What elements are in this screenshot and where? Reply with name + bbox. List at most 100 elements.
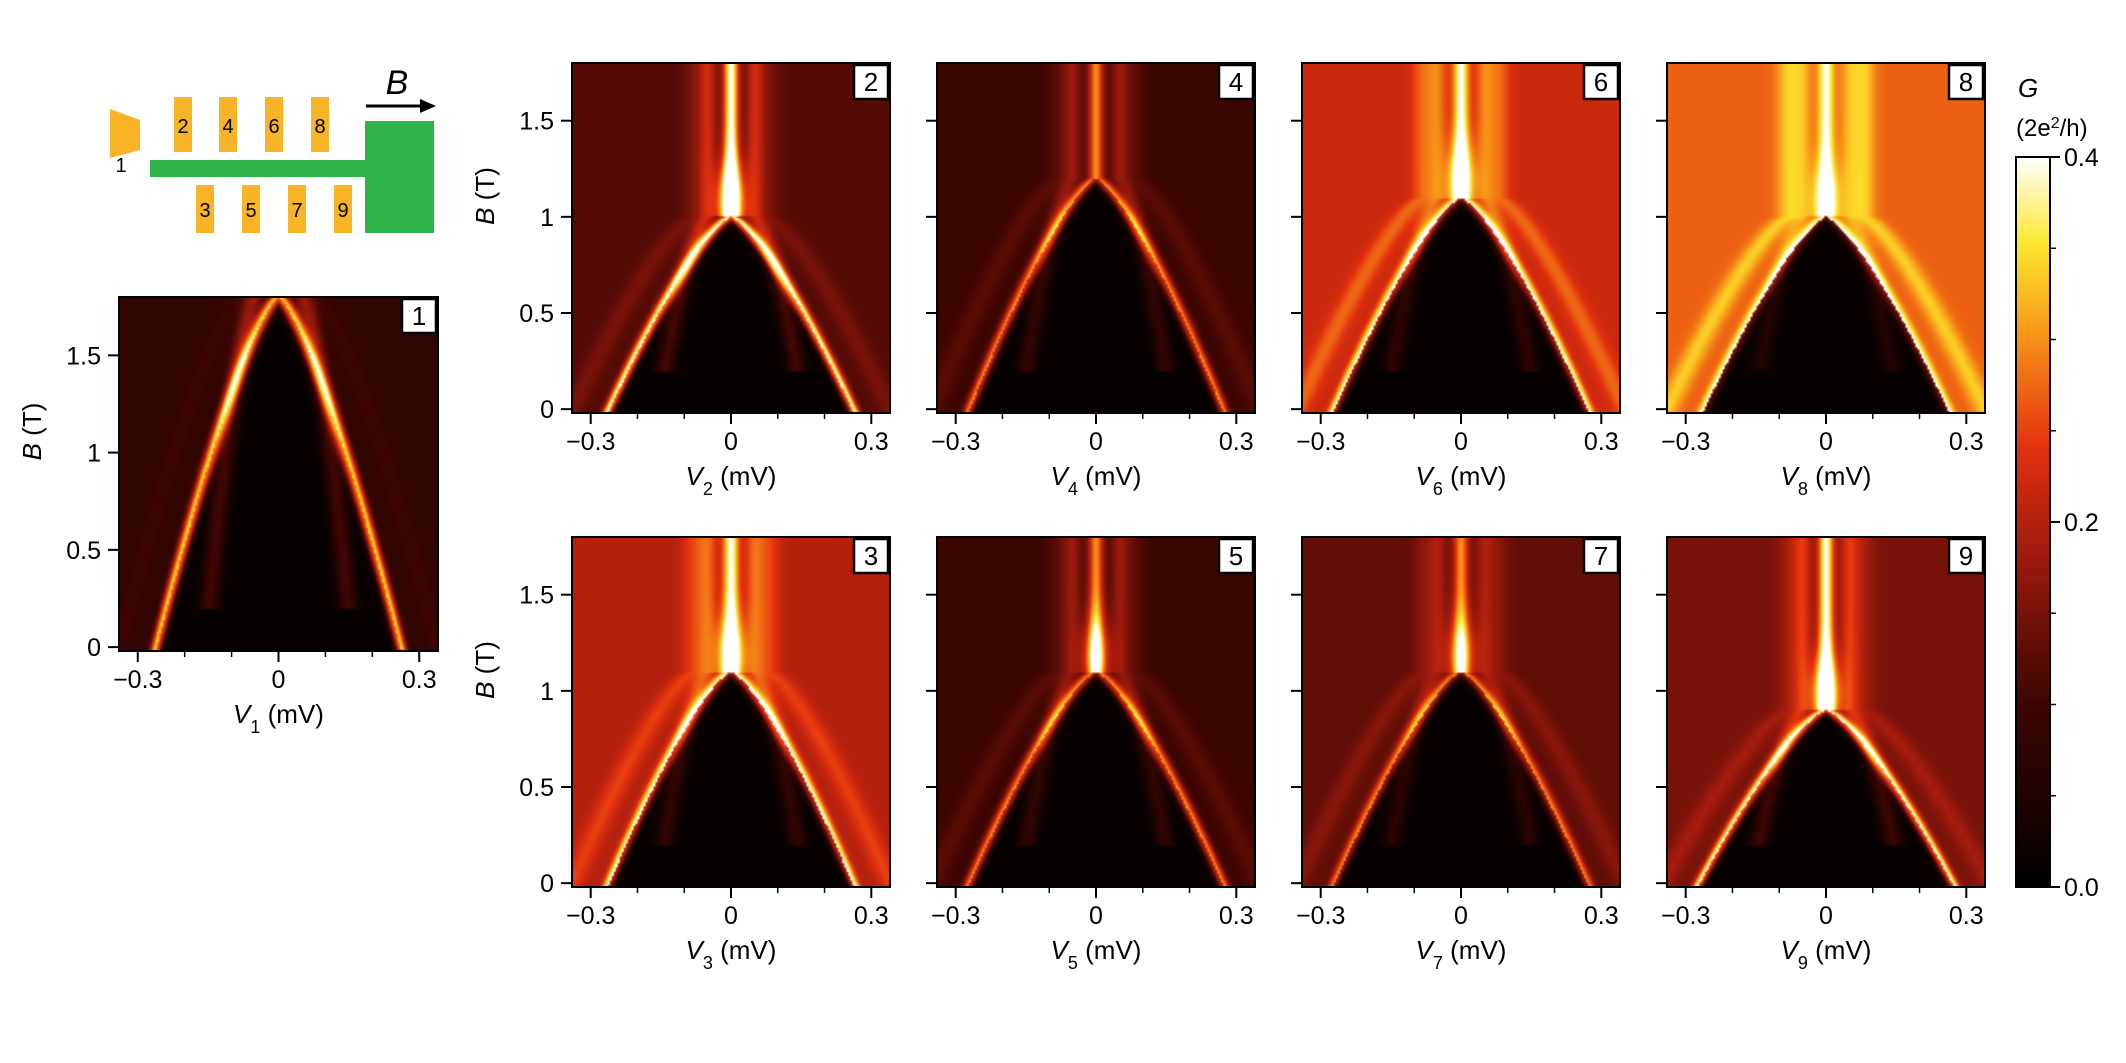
x-tick-label: 0.3 <box>854 902 889 930</box>
gate-label-9: 9 <box>337 200 348 222</box>
y-tick-label: 1.5 <box>66 342 101 370</box>
panel-label: 2 <box>864 67 878 97</box>
gate-label-6: 6 <box>268 116 279 138</box>
panel-label: 3 <box>864 541 878 571</box>
x-tick-label: 0.3 <box>854 428 889 456</box>
heatmap-5 <box>937 537 1255 887</box>
heatmap-6 <box>1302 63 1620 413</box>
x-axis-label: V6 (mV) <box>1416 461 1507 499</box>
panel-1: 1 −0.3 0 0.3 0 0.5 1 1.5 V1 (mV) B (T) <box>17 296 439 737</box>
panel-label: 1 <box>412 301 426 331</box>
panel-label: 7 <box>1594 541 1608 571</box>
x-tick-label: 0.3 <box>1219 428 1254 456</box>
x-tick-label: −0.3 <box>931 428 980 456</box>
x-axis-label: V3 (mV) <box>686 935 777 973</box>
x-tick-label: −0.3 <box>931 902 980 930</box>
panel-label-box <box>1582 63 1620 101</box>
heatmap-3 <box>572 537 890 887</box>
x-tick-label: −0.3 <box>113 666 162 694</box>
x-tick-label: 0 <box>1454 902 1468 930</box>
y-axis-label: B (T) <box>470 641 500 699</box>
panel-label-box <box>852 537 890 575</box>
lead-contact <box>110 109 140 158</box>
y-tick-label: 0 <box>87 634 101 662</box>
panel-label-box <box>400 297 438 335</box>
x-tick-label: 0 <box>1819 902 1833 930</box>
panel-2: 2 −0.3 0 0.3 0 0.5 1 1.5 V2 (mV) B (T) <box>470 62 891 499</box>
x-tick-label: 0.3 <box>1584 428 1619 456</box>
y-tick-label: 1 <box>540 204 554 232</box>
x-tick-label: 0.3 <box>1949 428 1984 456</box>
field-label: B <box>386 64 409 102</box>
x-tick-label: −0.3 <box>1661 902 1710 930</box>
colorbar-label: G <box>2018 73 2038 103</box>
gate-9 <box>334 185 352 233</box>
colorbar-gradient <box>2015 156 2051 888</box>
gate-3 <box>196 185 214 233</box>
x-tick-label: 0 <box>724 902 738 930</box>
gate-label-5: 5 <box>245 200 256 222</box>
colorbar-tick-label: 0.0 <box>2064 874 2099 902</box>
colorbar-unit: (2e2/h) <box>2016 115 2088 143</box>
field-arrow-head <box>420 99 436 113</box>
y-tick-label: 0.5 <box>519 774 554 802</box>
gate-label-3: 3 <box>199 200 210 222</box>
heatmap-1 <box>119 297 438 651</box>
y-tick-label: 0 <box>540 870 554 898</box>
x-tick-label: 0 <box>1089 428 1103 456</box>
colorbar-tick-label: 0.2 <box>2064 509 2099 537</box>
x-tick-label: 0 <box>272 666 286 694</box>
x-tick-label: 0.3 <box>1584 902 1619 930</box>
y-tick-label: 0.5 <box>519 300 554 328</box>
panel-label-box <box>1217 537 1255 575</box>
x-tick-label: −0.3 <box>1661 428 1710 456</box>
x-axis-label: V7 (mV) <box>1416 935 1507 973</box>
x-tick-label: 0 <box>1819 428 1833 456</box>
panel-label: 6 <box>1594 67 1608 97</box>
gate-label-8: 8 <box>314 116 325 138</box>
y-axis-label: B (T) <box>17 403 47 461</box>
x-tick-label: −0.3 <box>566 428 615 456</box>
panel-5: 5 −0.3 0 0.3 V5 (mV) <box>926 536 1256 973</box>
heatmap-4 <box>937 63 1255 413</box>
panels: 1 −0.3 0 0.3 0 0.5 1 1.5 V1 (mV) B (T) 2 −0.3 0 0.3 0 0… <box>17 62 1986 973</box>
gate-7 <box>288 185 306 233</box>
x-axis-label: V2 (mV) <box>686 461 777 499</box>
panel-label-box <box>1947 63 1985 101</box>
panel-label: 5 <box>1229 541 1243 571</box>
panel-6: 6 −0.3 0 0.3 V6 (mV) <box>1291 62 1621 499</box>
gate-5 <box>242 185 260 233</box>
heatmap-8 <box>1667 63 1985 413</box>
panel-4: 4 −0.3 0 0.3 V4 (mV) <box>926 62 1256 499</box>
x-tick-label: 0.3 <box>1949 902 1984 930</box>
y-tick-label: 1.5 <box>519 582 554 610</box>
colorbar-tick-label: 0.4 <box>2064 144 2099 172</box>
panel-8: 8 −0.3 0 0.3 V8 (mV) <box>1656 62 1986 499</box>
x-tick-label: 0.3 <box>1219 902 1254 930</box>
lead-label: 1 <box>115 155 126 177</box>
panel-7: 7 −0.3 0 0.3 V7 (mV) <box>1291 536 1621 973</box>
x-tick-label: −0.3 <box>1296 902 1345 930</box>
y-tick-label: 1 <box>540 678 554 706</box>
gate-4 <box>219 97 237 152</box>
panel-label: 8 <box>1959 67 1973 97</box>
panel-label-box <box>1217 63 1255 101</box>
x-axis-label: V1 (mV) <box>233 699 324 737</box>
nanowire <box>150 160 368 177</box>
panel-label: 4 <box>1229 67 1243 97</box>
x-tick-label: −0.3 <box>1296 428 1345 456</box>
colorbar: G (2e2/h) 0.0 0.2 0.4 <box>2015 73 2099 902</box>
x-axis-label: V9 (mV) <box>1781 935 1872 973</box>
gate-label-4: 4 <box>222 116 233 138</box>
panel-label-box <box>1582 537 1620 575</box>
gate-label-2: 2 <box>177 116 188 138</box>
gate-8 <box>311 97 329 152</box>
panel-label-box <box>852 63 890 101</box>
y-tick-label: 0 <box>540 396 554 424</box>
x-tick-label: −0.3 <box>566 902 615 930</box>
panel-9: 9 −0.3 0 0.3 V9 (mV) <box>1656 536 1986 973</box>
device-schematic: 1 2 4 6 8 3 5 7 9 B <box>110 64 436 233</box>
colorbar-ticks: 0.0 0.2 0.4 <box>2050 144 2099 902</box>
y-axis-label: B (T) <box>470 167 500 225</box>
